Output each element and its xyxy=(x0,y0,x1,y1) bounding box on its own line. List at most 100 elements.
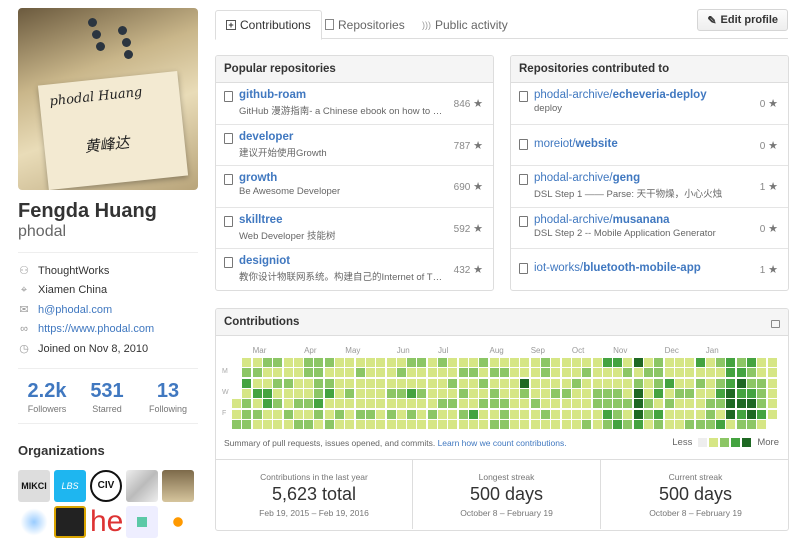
contribution-day[interactable] xyxy=(232,409,241,419)
contribution-day[interactable] xyxy=(407,368,417,378)
contribution-day[interactable] xyxy=(592,388,602,398)
contribution-day[interactable] xyxy=(438,368,447,378)
contribution-day[interactable] xyxy=(468,419,478,429)
contribution-day[interactable] xyxy=(427,419,437,429)
contribution-day[interactable] xyxy=(757,399,767,409)
contribution-day[interactable] xyxy=(551,419,561,429)
contribution-day[interactable] xyxy=(726,358,736,367)
contribution-day[interactable] xyxy=(592,409,602,419)
contribution-day[interactable] xyxy=(695,409,705,419)
contribution-day[interactable] xyxy=(345,388,355,398)
contribution-day[interactable] xyxy=(324,368,334,378)
contribution-day[interactable] xyxy=(458,409,468,419)
repo-link[interactable]: developer xyxy=(239,130,294,143)
contribution-day[interactable] xyxy=(674,378,684,388)
contribution-day[interactable] xyxy=(232,419,241,429)
contribution-day[interactable] xyxy=(407,409,417,419)
contribution-day[interactable] xyxy=(396,399,406,409)
contribution-day[interactable] xyxy=(541,368,550,378)
contribution-day[interactable] xyxy=(355,358,365,367)
contribution-day[interactable] xyxy=(530,388,540,398)
contribution-day[interactable] xyxy=(396,378,406,388)
contribution-day[interactable] xyxy=(386,388,396,398)
contribution-day[interactable] xyxy=(293,358,303,367)
contribution-day[interactable] xyxy=(283,409,293,419)
contribution-day[interactable] xyxy=(262,419,272,429)
contribution-day[interactable] xyxy=(479,368,489,378)
contribution-day[interactable] xyxy=(541,378,550,388)
contribution-day[interactable] xyxy=(726,368,736,378)
contribution-day[interactable] xyxy=(458,388,468,398)
contribution-day[interactable] xyxy=(644,409,653,419)
contribution-day[interactable] xyxy=(293,399,303,409)
contribution-day[interactable] xyxy=(365,409,375,419)
contribution-day[interactable] xyxy=(520,409,530,419)
contribution-day[interactable] xyxy=(273,419,283,429)
contribution-day[interactable] xyxy=(664,358,674,367)
detail-text[interactable]: h@phodal.com xyxy=(38,303,113,316)
contribution-day[interactable] xyxy=(520,358,530,367)
organization-avatar[interactable] xyxy=(162,506,194,538)
contribution-day[interactable] xyxy=(592,368,602,378)
contribution-day[interactable] xyxy=(355,378,365,388)
contribution-day[interactable] xyxy=(365,358,375,367)
contribution-day[interactable] xyxy=(582,378,592,388)
contribution-day[interactable] xyxy=(541,419,550,429)
contribution-day[interactable] xyxy=(623,409,633,419)
contribution-day[interactable] xyxy=(376,388,386,398)
contribution-day[interactable] xyxy=(716,358,726,367)
contribution-day[interactable] xyxy=(314,388,324,398)
contribution-day[interactable] xyxy=(685,358,695,367)
contribution-day[interactable] xyxy=(355,368,365,378)
contribution-day[interactable] xyxy=(304,378,314,388)
contribution-day[interactable] xyxy=(592,419,602,429)
contribution-day[interactable] xyxy=(623,399,633,409)
contribution-day[interactable] xyxy=(582,399,592,409)
repo-link[interactable]: phodal-archive/echeveria-deploy xyxy=(534,89,780,101)
contribution-day[interactable] xyxy=(571,388,581,398)
contribution-day[interactable] xyxy=(386,409,396,419)
contribution-day[interactable] xyxy=(365,378,375,388)
contribution-day[interactable] xyxy=(747,368,756,378)
contribution-day[interactable] xyxy=(262,409,272,419)
contribution-day[interactable] xyxy=(324,409,334,419)
contribution-day[interactable] xyxy=(530,358,540,367)
contribution-day[interactable] xyxy=(510,358,520,367)
contribution-day[interactable] xyxy=(623,419,633,429)
contribution-day[interactable] xyxy=(726,419,736,429)
contribution-day[interactable] xyxy=(489,378,499,388)
organization-avatar[interactable] xyxy=(162,470,194,502)
contribution-day[interactable] xyxy=(767,388,777,398)
contribution-day[interactable] xyxy=(427,399,437,409)
contribution-day[interactable] xyxy=(664,399,674,409)
contribution-day[interactable] xyxy=(654,419,664,429)
contribution-day[interactable] xyxy=(345,378,355,388)
contribution-day[interactable] xyxy=(273,358,283,367)
repo-link[interactable]: phodal-archive/geng xyxy=(534,172,780,184)
contribution-day[interactable] xyxy=(314,409,324,419)
contribution-day[interactable] xyxy=(499,378,509,388)
contribution-day[interactable] xyxy=(448,409,458,419)
contribution-day[interactable] xyxy=(644,358,653,367)
contribution-day[interactable] xyxy=(561,378,571,388)
contribution-day[interactable] xyxy=(345,409,355,419)
contribution-day[interactable] xyxy=(633,419,643,429)
contribution-day[interactable] xyxy=(304,409,314,419)
contribution-day[interactable] xyxy=(438,409,447,419)
contribution-day[interactable] xyxy=(262,399,272,409)
contribution-day[interactable] xyxy=(654,399,664,409)
contribution-day[interactable] xyxy=(674,419,684,429)
contribution-day[interactable] xyxy=(252,388,262,398)
contribution-day[interactable] xyxy=(468,358,478,367)
contribution-day[interactable] xyxy=(716,368,726,378)
contribution-day[interactable] xyxy=(716,409,726,419)
contribution-day[interactable] xyxy=(314,368,324,378)
contribution-day[interactable] xyxy=(674,358,684,367)
contribution-day[interactable] xyxy=(365,419,375,429)
contribution-day[interactable] xyxy=(530,399,540,409)
contribution-day[interactable] xyxy=(335,419,344,429)
contribution-day[interactable] xyxy=(541,409,550,419)
contribution-day[interactable] xyxy=(376,419,386,429)
contribution-day[interactable] xyxy=(242,358,252,367)
contribution-day[interactable] xyxy=(747,409,756,419)
